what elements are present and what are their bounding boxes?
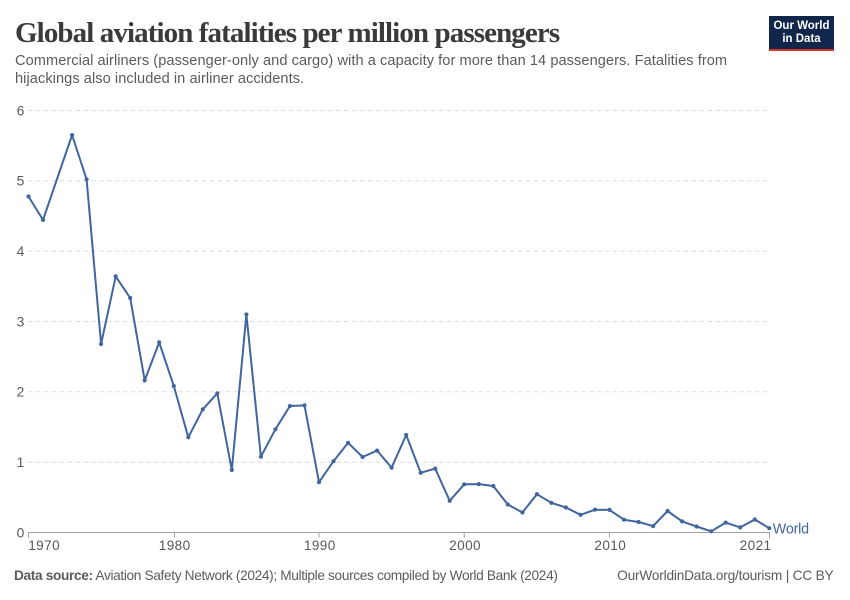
svg-text:4: 4 xyxy=(17,244,25,259)
svg-text:1970: 1970 xyxy=(28,538,60,553)
svg-text:6: 6 xyxy=(17,103,25,118)
svg-text:5: 5 xyxy=(17,174,25,189)
svg-text:1980: 1980 xyxy=(159,538,191,553)
svg-text:1: 1 xyxy=(17,455,25,470)
svg-text:2: 2 xyxy=(17,385,25,400)
svg-text:0: 0 xyxy=(17,525,25,540)
svg-text:2010: 2010 xyxy=(594,538,626,553)
svg-text:2021: 2021 xyxy=(740,538,772,553)
svg-text:World: World xyxy=(773,522,809,538)
svg-text:3: 3 xyxy=(17,314,25,329)
svg-text:2000: 2000 xyxy=(449,538,481,553)
svg-text:1990: 1990 xyxy=(304,538,336,553)
